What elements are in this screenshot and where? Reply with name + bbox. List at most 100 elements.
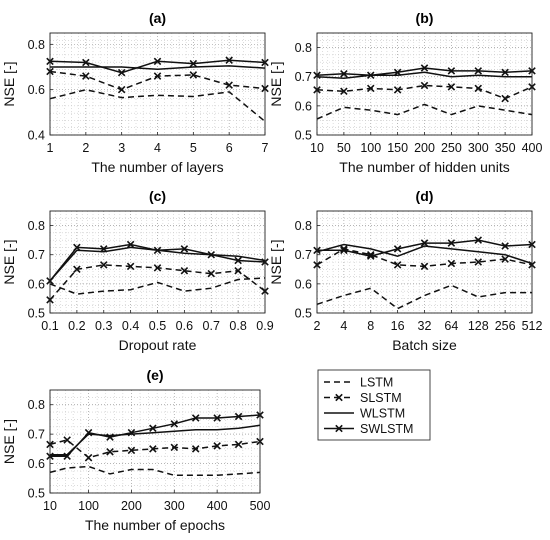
series-point (366, 84, 375, 93)
series-line-lstm (49, 465, 261, 477)
x-tick-label: 300 (468, 141, 489, 155)
series-point (366, 252, 375, 260)
series-point (99, 245, 108, 253)
y-tick-label: 0.8 (28, 398, 45, 412)
x-tick-label: 512 (522, 319, 543, 333)
series-point (225, 56, 233, 64)
x-tick-label: 300 (164, 499, 185, 513)
x-tick-label: 32 (418, 319, 432, 333)
y-tick-label: 0.7 (295, 248, 312, 262)
series-point (501, 68, 509, 77)
series-point (180, 245, 189, 253)
x-axis-label: The number of layers (91, 159, 223, 175)
series-point (170, 443, 179, 452)
y-axis-label: NSE [-] (268, 61, 284, 106)
legend-entry-wlstm: WLSTM (324, 407, 405, 421)
series-point (170, 420, 179, 428)
x-tick-label: 0.8 (229, 319, 246, 333)
x-tick-label: 0.6 (176, 319, 193, 333)
y-tick-label: 0.6 (28, 83, 45, 97)
series-point (191, 445, 200, 453)
x-tick-label: 2 (314, 319, 321, 333)
legend-label: LSTM (360, 376, 393, 390)
series-point (73, 243, 81, 252)
x-tick-label: 0.4 (122, 319, 139, 333)
series-point (149, 445, 157, 453)
series-point (84, 428, 93, 437)
y-tick-label: 0.5 (295, 129, 312, 143)
x-tick-label: 128 (468, 319, 489, 333)
series-point (153, 72, 162, 80)
x-tick-label: 0.7 (203, 319, 220, 333)
series-point (234, 256, 242, 265)
series-point (447, 259, 456, 268)
x-tick-label: 4 (340, 319, 347, 333)
series-line-wlstm (50, 65, 266, 71)
y-tick-label: 0.8 (295, 219, 312, 233)
series-point (189, 71, 198, 79)
series-point (447, 67, 456, 75)
series-point (393, 68, 402, 77)
series-point (234, 440, 243, 449)
x-tick-label: 50 (337, 141, 351, 155)
y-tick-label: 0.7 (295, 70, 312, 84)
x-tick-label: 6 (226, 141, 233, 155)
series-point (420, 239, 429, 247)
chart-title: (e) (146, 367, 163, 383)
series-point (447, 239, 456, 247)
chart-panel-d: 2 4 8 16 32 64 128 256 512 0.5 0.6 0.7 0.8 (d) Batch s… (268, 188, 542, 353)
x-tick-label: 5 (190, 141, 197, 155)
x-tick-label: 100 (360, 141, 381, 155)
chart-title: (d) (416, 188, 434, 204)
series-point (474, 84, 483, 93)
legend-label: SWLSTM (360, 422, 413, 436)
y-tick-label: 0.7 (28, 248, 45, 262)
series-point (127, 428, 136, 437)
x-tick-label: 10 (310, 141, 324, 155)
y-axis-label: NSE [-] (1, 61, 17, 106)
series-point (213, 414, 221, 422)
x-tick-label: 8 (367, 319, 374, 333)
series-point (420, 262, 429, 271)
legend-label: WLSTM (360, 407, 405, 421)
series-point (393, 261, 402, 269)
x-axis-label: Batch size (392, 337, 457, 353)
y-tick-label: 0.8 (28, 219, 45, 233)
x-tick-label: 3 (118, 141, 125, 155)
series-point (366, 71, 375, 80)
series-point (335, 393, 343, 402)
y-tick-label: 0.8 (28, 38, 45, 52)
y-axis-label: NSE [-] (268, 239, 284, 284)
series-point (501, 255, 509, 263)
x-tick-label: 0.5 (149, 319, 166, 333)
series-point (180, 266, 189, 275)
series-point (474, 236, 483, 244)
x-tick-label: 400 (207, 499, 228, 513)
y-tick-label: 0.5 (28, 487, 45, 501)
series-point (117, 85, 126, 94)
x-tick-label: 256 (495, 319, 516, 333)
chart-panel-e: 10 100 200 300 400 500 0.5 0.6 0.7 0.8 (e) The numb… (1, 367, 270, 533)
y-tick-label: 0.6 (295, 277, 312, 291)
y-tick-label: 0.7 (28, 428, 45, 442)
series-point (420, 64, 429, 72)
chart-panel-a: 1 2 3 4 5 6 7 0.4 0.6 0.8 (a) The number of layers N… (1, 10, 269, 175)
chart-panel-c: 0.1 0.2 0.3 0.4 0.5 0.6 0.7 0.8 0.9 0.5 0.6 0.7 0.8 (… (1, 188, 274, 353)
series-point (63, 436, 71, 444)
chart-panel-b: 10 50 100 150 200 250 300 350 400 0.5 0.6 0.7 0.8 (b)… (268, 10, 542, 175)
x-tick-label: 350 (495, 141, 516, 155)
series-point (447, 83, 456, 91)
x-axis-label: The number of epochs (85, 517, 225, 533)
series-point (106, 433, 114, 441)
series-point (474, 67, 483, 75)
series-point (207, 269, 216, 278)
axes-frame (49, 389, 261, 494)
x-tick-label: 2 (82, 141, 89, 155)
x-axis-label: The number of hidden units (339, 159, 509, 175)
x-axis-label: Dropout rate (119, 337, 197, 353)
y-tick-label: 0.6 (295, 99, 312, 113)
chart-title: (b) (416, 10, 434, 26)
series-line-wlstm (316, 71, 532, 79)
